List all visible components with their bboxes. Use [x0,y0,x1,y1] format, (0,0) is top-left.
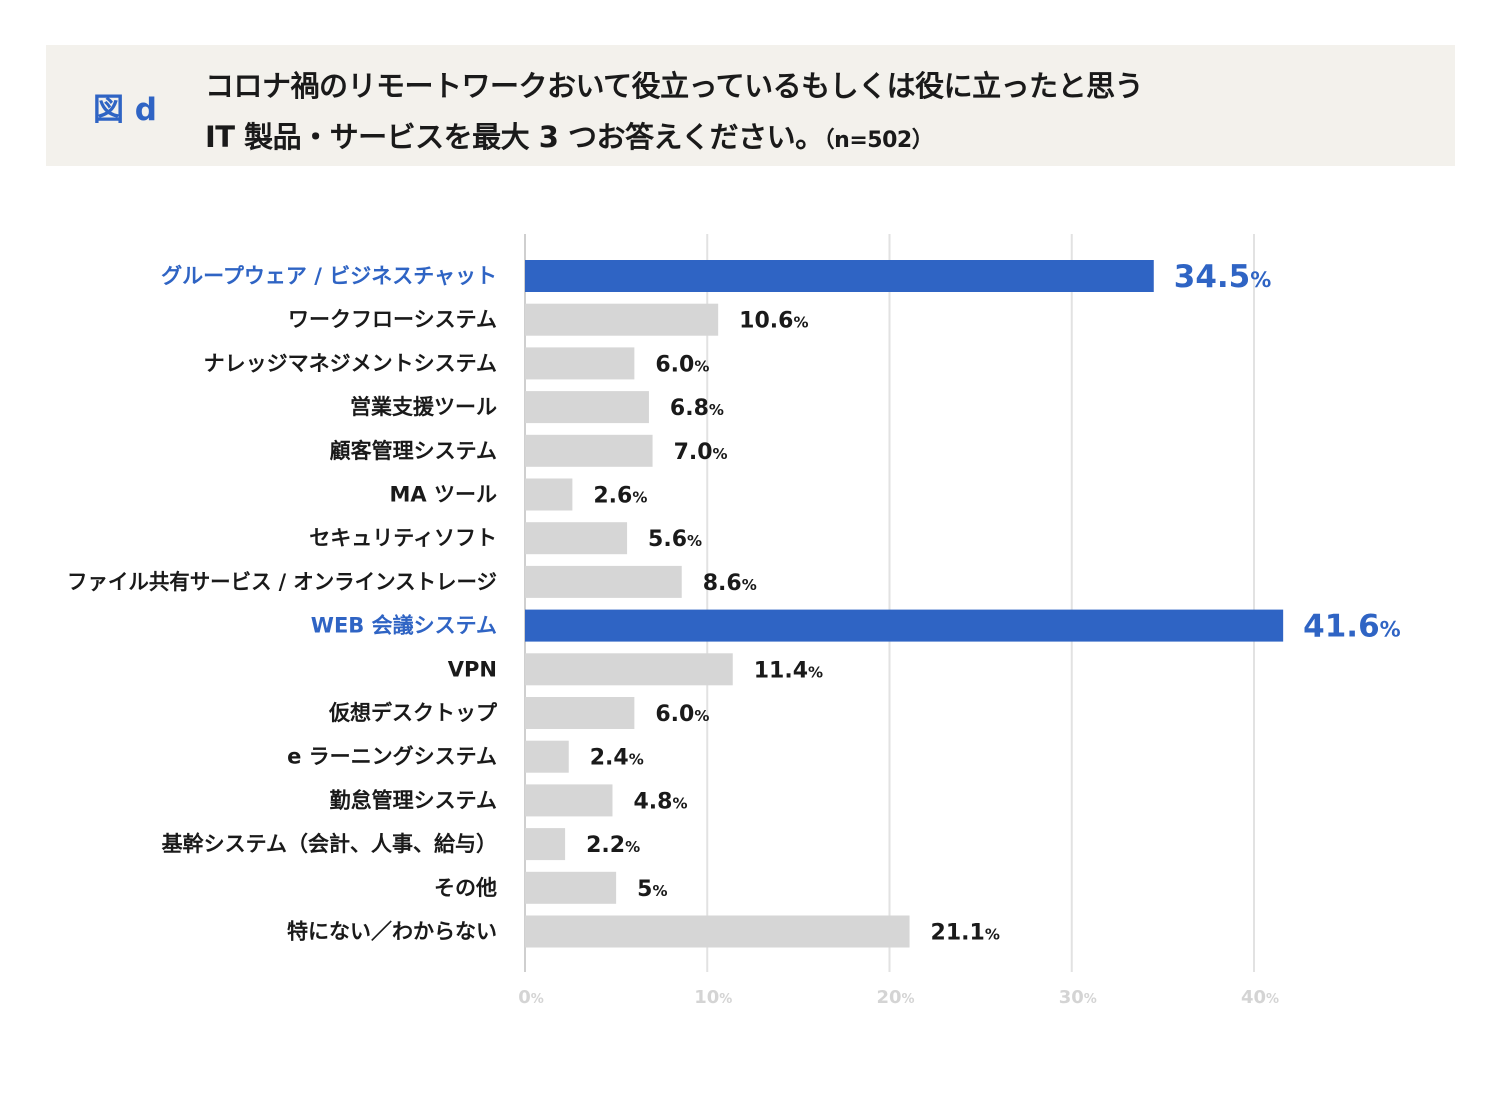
category-label: 顧客管理システム [330,439,497,463]
x-tick-label: 30% [1059,987,1097,1008]
bar [525,434,653,467]
bar [525,871,617,904]
value-label: 6.0% [655,702,709,727]
category-label: 基幹システム（会計、人事、給与） [162,832,497,856]
value-label: 2.2% [586,833,640,858]
bar [525,260,1154,292]
bar [525,565,682,598]
category-label: ファイル共有サービス / オンラインストレージ [67,570,497,594]
value-label: 6.8% [670,396,724,421]
x-tick-label: 20% [876,987,914,1008]
x-tick-label: 0% [518,987,544,1008]
bar [525,522,628,555]
value-label: 34.5% [1174,259,1272,295]
value-label: 2.6% [593,484,647,509]
bar [525,915,910,948]
category-label: その他 [434,876,497,900]
category-label: グループウェア / ビジネスチャット [161,264,497,288]
bar [525,609,1284,642]
chart-title-line-1: コロナ禍のリモートワークおいて役立っているもしくは役に立ったと思う [205,69,1144,103]
value-label: 11.4% [754,658,823,683]
value-label: 5% [637,877,667,902]
category-label: 特にない／わからない [287,920,497,944]
value-label: 5.6% [648,527,702,552]
bar [525,303,719,336]
category-label: 仮想デスクトップ [328,701,498,725]
category-label: VPN [448,657,497,681]
value-label: 10.6% [739,309,808,334]
value-label: 21.1% [931,921,1000,946]
category-label: e ラーニングシステム [287,745,497,769]
bar [525,347,635,380]
x-tick-label: 10% [694,987,732,1008]
value-label: 8.6% [703,571,757,596]
value-label: 2.4% [590,746,644,771]
bar [525,784,613,817]
category-label: 営業支援ツール [350,395,497,419]
bar [525,828,566,861]
chart-title-line-2: IT 製品・サービスを最大 3 つお答えください。（n=502） [205,114,934,156]
bar [525,653,733,686]
x-tick-label: 40% [1241,987,1279,1008]
value-label: 6.0% [655,352,709,377]
bar [525,740,569,773]
category-label: 勤怠管理システム [330,788,497,812]
category-label: MA ツール [390,483,497,507]
value-label: 4.8% [633,789,687,814]
figure-label: 図 d [93,92,157,128]
sample-size: （n=502） [823,128,934,153]
category-label: セキュリティソフト [309,526,497,550]
chart-title-line-2-text: IT 製品・サービスを最大 3 つお答えください。 [205,120,824,154]
category-label: ナレッジマネジメントシステム [204,351,497,375]
bar [525,478,573,511]
category-label: ワークフローシステム [288,308,497,332]
category-label: WEB 会議システム [311,614,497,638]
title-banner [46,45,1455,166]
bar [525,697,635,729]
bar [525,391,649,424]
value-label: 41.6% [1303,609,1401,645]
value-label: 7.0% [674,440,728,465]
